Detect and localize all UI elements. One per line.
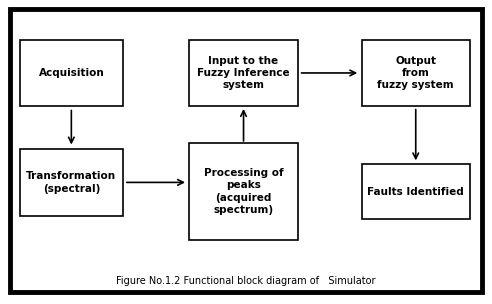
Text: Input to the
Fuzzy Inference
system: Input to the Fuzzy Inference system (197, 56, 290, 90)
Bar (362, 40, 470, 106)
Bar (189, 40, 298, 106)
Text: Processing of
peaks
(acquired
spectrum): Processing of peaks (acquired spectrum) (204, 168, 283, 215)
Bar (362, 164, 470, 219)
Bar (189, 143, 298, 240)
Text: Faults Identified: Faults Identified (368, 187, 464, 196)
Bar (20, 149, 123, 216)
Text: Figure No.1.2 Functional block diagram of   Simulator: Figure No.1.2 Functional block diagram o… (116, 276, 376, 286)
Text: Transformation
(spectral): Transformation (spectral) (26, 171, 117, 194)
Bar (20, 40, 123, 106)
Text: Output
from
fuzzy system: Output from fuzzy system (377, 56, 454, 90)
Text: Acquisition: Acquisition (38, 68, 104, 78)
